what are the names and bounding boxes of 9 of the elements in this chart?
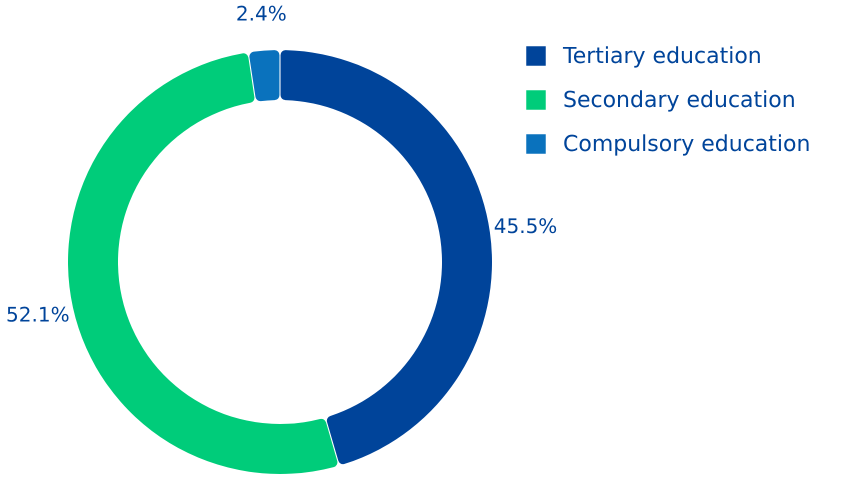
- data-label: 45.5%: [494, 214, 558, 238]
- data-label: 52.1%: [6, 302, 70, 326]
- legend-label: Tertiary education: [562, 44, 762, 69]
- donut-slice: [68, 53, 338, 474]
- data-label: 2.4%: [236, 2, 287, 26]
- donut-slice: [249, 50, 280, 102]
- legend-label: Secondary education: [563, 88, 796, 113]
- legend-label: Compulsory education: [563, 132, 810, 157]
- donut-slice: [280, 50, 492, 464]
